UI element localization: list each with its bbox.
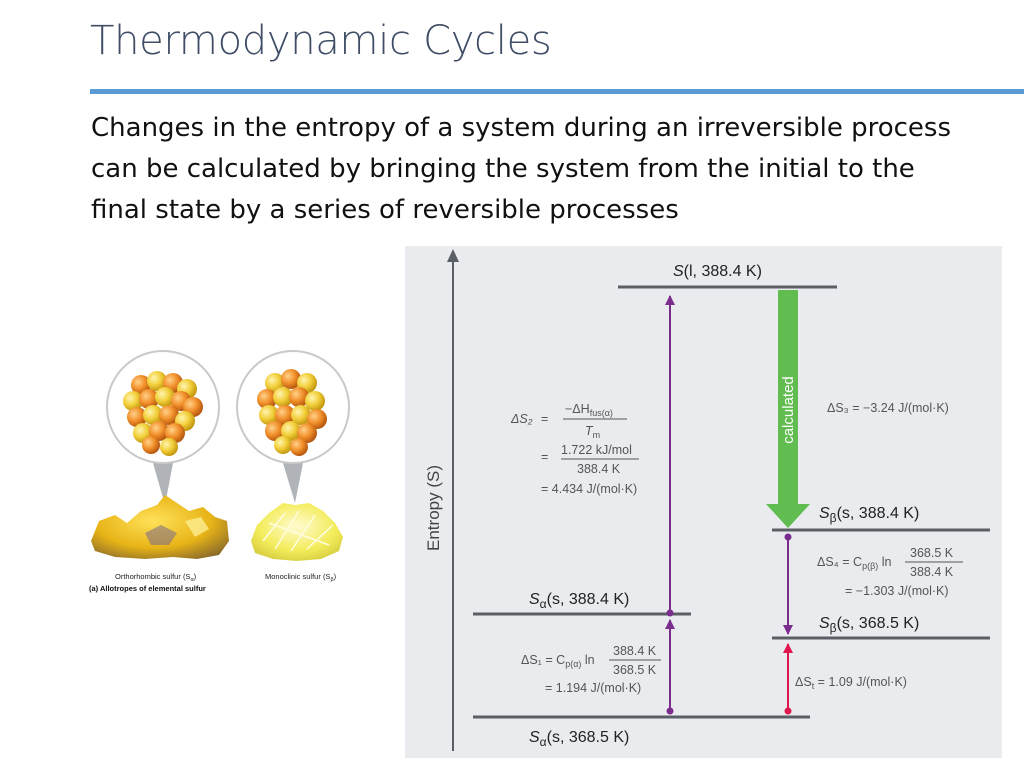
svg-text:388.4 K: 388.4 K (910, 565, 954, 579)
label-alpha-388: Sα(s, 388.4 K) (529, 591, 629, 611)
calculated-label: calculated (780, 376, 797, 444)
diagram-background (405, 246, 1002, 758)
svg-text:= −1.303 J/(mol·K): = −1.303 J/(mol·K) (845, 584, 949, 598)
svg-text:ΔS₁ = Cp(α) ln: ΔS₁ = Cp(α) ln (521, 653, 595, 669)
svg-text:= 1.194 J/(mol·K): = 1.194 J/(mol·K) (545, 681, 641, 695)
body-line-1: Changes in the entropy of a system durin… (91, 113, 952, 143)
entropy-cycle-diagram: Entropy (S) S(l, 388.4 K) Sβ(s, 388.4 K)… (405, 246, 1002, 758)
svg-text:=: = (541, 450, 548, 464)
caption-monoclinic: Monoclinic sulfur (Sβ) (265, 572, 337, 583)
arrow-ds3-calculated: calculated (766, 290, 810, 528)
equation-ds1: ΔS₁ = Cp(α) ln 388.4 K 368.5 K = 1.194 J… (521, 644, 661, 695)
monoclinic-lens (236, 350, 350, 503)
body-line-2: can be calculated by bringing the system… (91, 154, 915, 184)
svg-text:388.4 K: 388.4 K (613, 644, 657, 658)
svg-text:= 4.434 J/(mol·K): = 4.434 J/(mol·K) (541, 482, 637, 496)
svg-text:388.4 K: 388.4 K (577, 462, 621, 476)
label-beta-368: Sβ(s, 368.5 K) (819, 615, 919, 635)
label-alpha-368: Sα(s, 368.5 K) (529, 729, 629, 749)
title-divider (90, 89, 1024, 94)
svg-text:=: = (541, 412, 548, 426)
body-line-3: final state by a series of reversible pr… (91, 195, 679, 225)
label-beta-388: Sβ(s, 388.4 K) (819, 505, 919, 525)
svg-text:−ΔHfus(α): −ΔHfus(α) (565, 402, 613, 418)
monoclinic-crystal (251, 503, 343, 561)
slide-title: Thermodynamic Cycles (90, 18, 552, 64)
body-paragraph: Changes in the entropy of a system durin… (91, 108, 1011, 231)
equation-ds2: ΔS₂ = −ΔHfus(α) Tm = 1.722 kJ/mol 388.4 … (510, 402, 639, 496)
equation-ds4: ΔS₄ = Cp(β) ln 368.5 K 388.4 K = −1.303 … (817, 546, 963, 598)
caption-orthorhombic: Orthorhombic sulfur (Sα) (115, 572, 197, 583)
svg-text:ΔS₄ = Cp(β) ln: ΔS₄ = Cp(β) ln (817, 555, 892, 571)
orthorhombic-crystal (91, 495, 229, 559)
svg-text:Tm: Tm (585, 424, 600, 440)
axis-arrowhead (447, 249, 459, 262)
svg-text:1.722 kJ/mol: 1.722 kJ/mol (561, 443, 632, 457)
svg-text:368.5 K: 368.5 K (910, 546, 954, 560)
panel-label: (a) Allotropes of elemental sulfur (89, 584, 206, 593)
equation-dst: ΔSt = 1.09 J/(mol·K) (795, 675, 907, 691)
orthorhombic-lens (106, 350, 220, 505)
svg-text:368.5 K: 368.5 K (613, 663, 657, 677)
label-liquid: S(l, 388.4 K) (673, 263, 762, 280)
svg-text:ΔS₂: ΔS₂ (510, 412, 533, 426)
axis-label: Entropy (S) (424, 465, 443, 551)
equation-ds3: ΔS₃ = −3.24 J/(mol·K) (827, 401, 949, 415)
sulfur-allotropes-figure: Orthorhombic sulfur (Sα) Monoclinic sulf… (89, 350, 350, 593)
